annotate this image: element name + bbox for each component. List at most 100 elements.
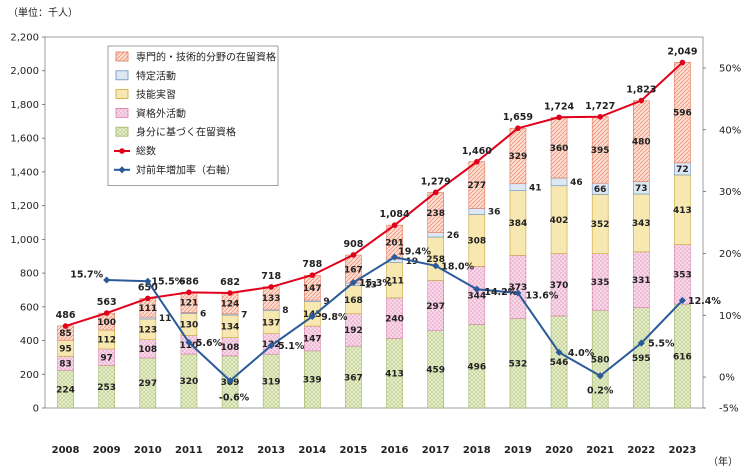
segment-value-label: 133 [262, 294, 281, 304]
segment-value-label: 335 [591, 278, 610, 288]
segment-value-label: 36 [488, 208, 501, 218]
growth-value-label: -0.6% [219, 392, 250, 403]
segment-value-label: 480 [632, 137, 651, 147]
segment-value-label: 211 [385, 276, 404, 286]
x-tick-label: 2010 [134, 445, 162, 456]
segment-value-label: 580 [591, 355, 610, 365]
total-point [145, 295, 151, 302]
segment-value-label: 238 [426, 209, 445, 219]
segment-value-label: 596 [673, 109, 692, 119]
y-right-tick-label: 50% [719, 63, 741, 74]
segment-value-label: 353 [673, 271, 692, 281]
segment-value-label: 13 [364, 281, 377, 291]
segment-value-label: 168 [344, 296, 363, 306]
total-value-label: 1,727 [585, 101, 615, 112]
growth-value-label: 0.2% [587, 385, 614, 396]
legend-label: 身分に基づく在留資格 [136, 126, 236, 139]
legend: 専門的・技術的分野の在留資格特定活動技能実習資格外活動身分に基づく在留資格総数対… [107, 45, 279, 187]
segment-value-label: 121 [180, 299, 199, 309]
growth-point [514, 289, 522, 297]
x-tick-label: 2022 [627, 445, 655, 456]
segment-value-label: 319 [262, 377, 281, 387]
growth-value-label: 12.4% [688, 296, 721, 307]
segment-value-label: 26 [447, 231, 460, 241]
growth-point [637, 339, 645, 347]
segment-value-label: 9 [323, 297, 329, 307]
segment-value-label: 41 [529, 183, 542, 193]
y-left-tick-label: 200 [20, 370, 39, 381]
y-left-tick-label: 1,200 [10, 201, 39, 212]
x-tick-label: 2017 [422, 445, 450, 456]
total-value-label: 1,460 [462, 146, 492, 157]
legend-label: 技能実習 [136, 88, 176, 101]
segment-value-label: 240 [385, 314, 404, 324]
total-value-label: 908 [344, 239, 364, 250]
segment-value-label: 167 [344, 265, 363, 275]
segment-value-label: 413 [673, 206, 692, 216]
segment-value-label: 496 [467, 362, 486, 372]
total-value-label: 2,049 [667, 46, 697, 57]
total-point [474, 158, 480, 165]
segment-value-label: 85 [59, 329, 72, 339]
segment-value-label: 124 [221, 300, 240, 310]
segment-value-label: 331 [632, 276, 651, 286]
bar-segment-tokutei [509, 183, 527, 191]
x-tick-label: 2015 [340, 445, 368, 456]
segment-value-label: 19 [406, 257, 419, 267]
total-value-label: 1,084 [380, 209, 410, 220]
legend-label: 資格外活動 [136, 107, 186, 120]
plot-frame [44, 36, 704, 409]
legend-label: 総数 [136, 145, 156, 158]
total-value-label: 1,724 [544, 101, 574, 112]
y-right-tick-label: 20% [719, 249, 741, 260]
segment-value-label: 320 [180, 377, 199, 387]
segment-value-label: 123 [138, 326, 157, 336]
growth-value-label: 13.6% [525, 290, 558, 301]
growth-point [596, 372, 604, 380]
y-left-tick-label: 2,200 [10, 33, 39, 44]
x-tick-label: 2020 [545, 445, 573, 456]
total-point [186, 289, 192, 296]
total-value-label: 682 [220, 277, 240, 288]
growth-value-label: 5.1% [278, 341, 305, 352]
legend-swatch [115, 108, 129, 118]
segment-value-label: 297 [138, 379, 157, 389]
y-left-tick-label: 600 [20, 302, 39, 313]
total-point [103, 310, 110, 316]
legend-swatch [115, 126, 129, 137]
segment-value-label: 111 [138, 304, 157, 314]
segment-value-label: 46 [570, 178, 583, 188]
segment-value-label: 201 [385, 238, 404, 248]
growth-point [349, 278, 357, 287]
growth-point [226, 377, 234, 385]
growth-point [432, 262, 440, 270]
segment-value-label: 258 [426, 255, 445, 265]
legend-label: 特定活動 [136, 69, 176, 82]
x-tick-label: 2012 [216, 445, 244, 456]
total-point [597, 113, 603, 120]
segment-value-label: 137 [262, 318, 281, 328]
y-right-tick-label: 0% [719, 373, 735, 384]
total-point [432, 189, 439, 196]
bar-segment-tokutei [468, 208, 486, 215]
total-line [65, 61, 684, 327]
segment-value-label: 384 [509, 219, 528, 229]
segment-value-label: 192 [344, 326, 363, 336]
bar-segment-tokutei [550, 177, 568, 187]
segment-value-label: 147 [303, 284, 322, 294]
segment-value-label: 224 [56, 385, 75, 395]
segment-value-label: 130 [180, 321, 199, 331]
segment-value-label: 108 [221, 343, 240, 353]
total-value-label: 563 [97, 297, 117, 308]
segment-value-label: 83 [59, 359, 72, 369]
total-value-label: 718 [261, 271, 281, 282]
growth-point [678, 296, 686, 304]
segment-value-label: 352 [591, 220, 610, 230]
x-tick-label: 2013 [257, 445, 285, 456]
growth-value-label: 4.0% [568, 348, 595, 359]
x-tick-label: 2008 [52, 445, 80, 456]
growth-point [473, 285, 481, 293]
x-tick-label: 2021 [586, 445, 614, 456]
